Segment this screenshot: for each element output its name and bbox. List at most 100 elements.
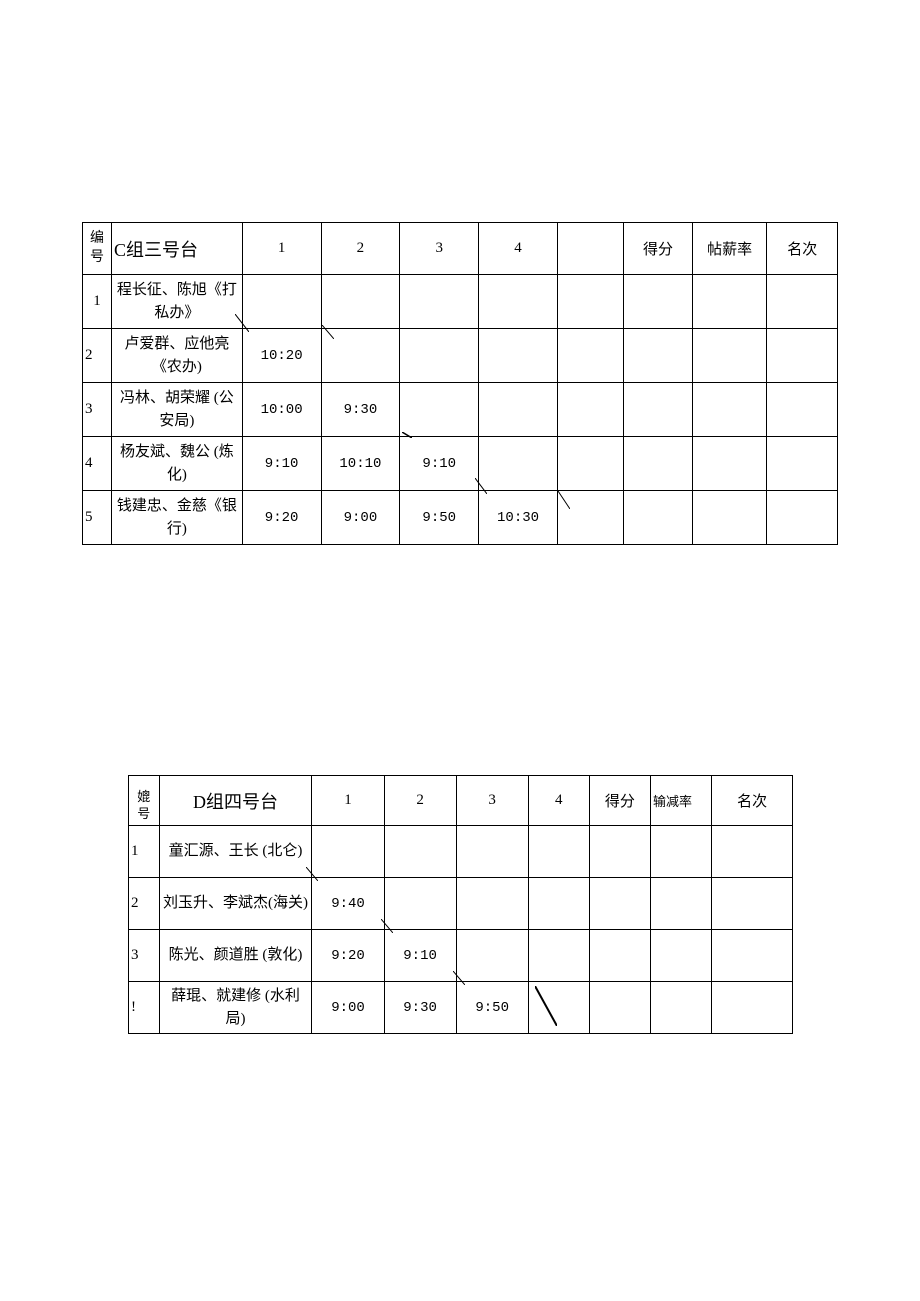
table-row: 5 钱建忠、金慈《银行) 9:20 9:00 9:50 10:30 xyxy=(83,491,838,545)
col-4-header: 4 xyxy=(528,776,589,826)
table-row: ! 薛琨、就建修 (水利局) 9:00 9:30 9:50 xyxy=(129,982,793,1034)
table-row: 3 冯林、胡荣耀 (公安局) 10:00 9:30 xyxy=(83,383,838,437)
col-score-header: 得分 xyxy=(589,776,650,826)
diag-cell xyxy=(557,491,623,545)
empty-cell xyxy=(651,930,712,982)
empty-cell xyxy=(767,275,838,329)
name-cell: 刘玉升、李斌杰(海关) xyxy=(159,878,312,930)
row-num: 3 xyxy=(83,383,112,437)
col-2-header: 2 xyxy=(384,776,456,826)
empty-cell xyxy=(767,383,838,437)
empty-cell xyxy=(767,437,838,491)
empty-cell xyxy=(589,930,650,982)
time-cell: 9:30 xyxy=(384,982,456,1034)
empty-cell xyxy=(456,826,528,878)
col-num-header: 媲号 xyxy=(129,776,160,826)
time-cell xyxy=(242,275,321,329)
empty-cell xyxy=(692,383,767,437)
col-1-header: 1 xyxy=(242,223,321,275)
diag-cell xyxy=(528,982,589,1034)
diag-cell xyxy=(312,826,384,878)
empty-cell xyxy=(767,491,838,545)
table-d-header-row: 媲号 D组四号台 1 2 3 4 得分 输减率 名次 xyxy=(129,776,793,826)
name-cell: 童汇源、王长 (北仑) xyxy=(159,826,312,878)
row-num: 3 xyxy=(129,930,160,982)
empty-cell xyxy=(400,329,479,383)
table-d-group-4: 媲号 D组四号台 1 2 3 4 得分 输减率 名次 1 童汇源、王长 (北仑)… xyxy=(128,775,793,1034)
empty-cell xyxy=(692,329,767,383)
time-cell: 9:30 xyxy=(321,383,400,437)
empty-cell xyxy=(528,878,589,930)
time-cell: 9:10 xyxy=(384,930,456,982)
row-num: 5 xyxy=(83,491,112,545)
table-c-group-3: 编号 C组三号台 1 2 3 4 得分 帖薪率 名次 1 程长征、陈旭《打私办》… xyxy=(82,222,838,545)
time-cell: 10:30 xyxy=(479,491,558,545)
table-row: 3 陈光、颜道胜 (敦化) 9:20 9:10 xyxy=(129,930,793,982)
col-2-header: 2 xyxy=(321,223,400,275)
col-1-header: 1 xyxy=(312,776,384,826)
time-cell: 10:10 xyxy=(321,437,400,491)
empty-cell xyxy=(712,826,793,878)
col-score-header: 得分 xyxy=(624,223,692,275)
empty-cell xyxy=(767,329,838,383)
col-3-header: 3 xyxy=(456,776,528,826)
empty-cell xyxy=(456,878,528,930)
table-row: 1 程长征、陈旭《打私办》 xyxy=(83,275,838,329)
col-rate-header: 帖薪率 xyxy=(692,223,767,275)
empty-cell xyxy=(400,275,479,329)
time-cell: 9:00 xyxy=(321,491,400,545)
empty-cell xyxy=(589,982,650,1034)
time-cell: 9:10 xyxy=(242,437,321,491)
table-row: 2 卢爱群、应他亮《农办) 10:20 xyxy=(83,329,838,383)
empty-cell xyxy=(712,930,793,982)
name-cell: 冯林、胡荣耀 (公安局) xyxy=(112,383,243,437)
empty-cell xyxy=(557,329,623,383)
row-num: 4 xyxy=(83,437,112,491)
diag-cell xyxy=(321,329,400,383)
time-cell: 9:40 xyxy=(312,878,384,930)
table-row: 1 童汇源、王长 (北仑) xyxy=(129,826,793,878)
col-blank-header xyxy=(557,223,623,275)
time-cell: 9:20 xyxy=(242,491,321,545)
time-cell: 10:20 xyxy=(242,329,321,383)
time-cell: 9:20 xyxy=(312,930,384,982)
diag-cell xyxy=(456,930,528,982)
row-num: ! xyxy=(129,982,160,1034)
empty-cell xyxy=(479,383,558,437)
name-cell: 程长征、陈旭《打私办》 xyxy=(112,275,243,329)
empty-cell xyxy=(692,437,767,491)
empty-cell xyxy=(712,982,793,1034)
empty-cell xyxy=(557,383,623,437)
time-cell: 9:10 xyxy=(400,437,479,491)
empty-cell xyxy=(651,982,712,1034)
empty-cell xyxy=(479,275,558,329)
time-cell: 9:50 xyxy=(400,491,479,545)
table-row: 4 杨友斌、魏公 (炼化) 9:10 10:10 9:10 xyxy=(83,437,838,491)
empty-cell xyxy=(651,878,712,930)
diag-cell xyxy=(479,437,558,491)
col-4-header: 4 xyxy=(479,223,558,275)
row-num: 1 xyxy=(129,826,160,878)
row-num: 2 xyxy=(83,329,112,383)
empty-cell xyxy=(557,275,623,329)
empty-cell xyxy=(528,930,589,982)
empty-cell xyxy=(624,383,692,437)
empty-cell xyxy=(651,826,712,878)
empty-cell xyxy=(624,329,692,383)
table-c-header-row: 编号 C组三号台 1 2 3 4 得分 帖薪率 名次 xyxy=(83,223,838,275)
name-cell: 陈光、颜道胜 (敦化) xyxy=(159,930,312,982)
empty-cell xyxy=(479,329,558,383)
col-rank-header: 名次 xyxy=(767,223,838,275)
col-title-header: C组三号台 xyxy=(112,223,243,275)
col-title-header: D组四号台 xyxy=(159,776,312,826)
diag-cell xyxy=(400,383,479,437)
table-row: 2 刘玉升、李斌杰(海关) 9:40 xyxy=(129,878,793,930)
name-cell: 杨友斌、魏公 (炼化) xyxy=(112,437,243,491)
empty-cell xyxy=(712,878,793,930)
empty-cell xyxy=(624,275,692,329)
col-rank-header: 名次 xyxy=(712,776,793,826)
col-rate-header: 输减率 xyxy=(651,776,712,826)
time-cell: 10:00 xyxy=(242,383,321,437)
diag-cell xyxy=(384,878,456,930)
empty-cell xyxy=(589,826,650,878)
